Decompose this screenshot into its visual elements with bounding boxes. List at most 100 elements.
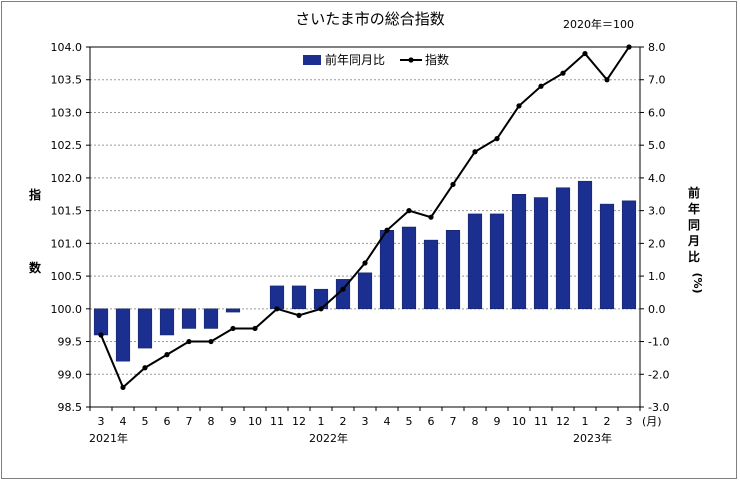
bar bbox=[203, 308, 219, 329]
bar bbox=[269, 285, 285, 310]
y-left-tick-label: 100.0 bbox=[51, 303, 83, 316]
y-left-tick-label: 98.5 bbox=[58, 401, 83, 414]
y-left-tick-label: 102.5 bbox=[51, 139, 83, 152]
x-tick-label: 9 bbox=[230, 415, 237, 428]
index-point bbox=[626, 44, 632, 50]
x-tick-label: 3 bbox=[98, 415, 105, 428]
y-right-tick-label: 2.0 bbox=[648, 237, 666, 250]
x-tick-label: 12 bbox=[556, 415, 570, 428]
index-point bbox=[582, 50, 588, 57]
y-right-tick-label: 7.0 bbox=[648, 74, 666, 87]
index-point bbox=[142, 365, 148, 371]
index-point bbox=[252, 325, 258, 332]
y-right-tick-label: 4.0 bbox=[648, 172, 666, 185]
index-point bbox=[186, 338, 192, 345]
index-point bbox=[516, 103, 522, 109]
y-left-tick-label: 101.5 bbox=[51, 205, 83, 218]
x-tick-label: 2 bbox=[604, 415, 611, 428]
index-point bbox=[318, 306, 324, 312]
index-point bbox=[450, 181, 456, 188]
legend-bar-swatch bbox=[303, 55, 321, 65]
x-tick-label: 10 bbox=[512, 415, 526, 428]
x-tick-label: 3 bbox=[626, 415, 633, 428]
legend-line-marker bbox=[408, 57, 414, 63]
x-tick-label: 9 bbox=[494, 415, 501, 428]
index-point bbox=[384, 227, 390, 233]
bar bbox=[115, 308, 131, 362]
y-left-tick-label: 99.5 bbox=[58, 336, 83, 349]
bar bbox=[555, 187, 571, 310]
index-point bbox=[98, 332, 104, 338]
y-right-tick-label: 1.0 bbox=[648, 270, 666, 283]
y-left-title: 指 bbox=[29, 187, 41, 202]
bar bbox=[445, 230, 461, 310]
bar bbox=[533, 197, 549, 310]
bar bbox=[621, 200, 637, 310]
y-left-tick-label: 102.0 bbox=[51, 172, 83, 185]
index-point bbox=[340, 286, 346, 292]
bar bbox=[357, 272, 373, 310]
y-right-title: 月 bbox=[687, 234, 700, 248]
y-right-tick-label: 3.0 bbox=[648, 205, 666, 218]
bar bbox=[401, 226, 417, 310]
y-right-tick-label: 0.0 bbox=[648, 303, 666, 316]
bar bbox=[379, 230, 395, 310]
chart-title: さいたま市の総合指数 bbox=[295, 10, 445, 28]
year-label: 2023年 bbox=[573, 431, 612, 445]
index-point bbox=[604, 77, 610, 83]
x-tick-label: 11 bbox=[270, 415, 284, 428]
y-left-title: 数 bbox=[29, 260, 42, 275]
bar bbox=[423, 239, 439, 310]
plot-border bbox=[89, 46, 641, 408]
bar bbox=[225, 308, 241, 313]
x-tick-label: 8 bbox=[208, 415, 215, 428]
y-left-tick-label: 104.0 bbox=[51, 41, 83, 54]
y-right-title: 比 bbox=[688, 249, 700, 264]
index-point bbox=[428, 214, 434, 220]
x-tick-label: 11 bbox=[534, 415, 548, 428]
index-point bbox=[472, 149, 478, 155]
x-tick-label: 1 bbox=[318, 415, 325, 428]
x-unit-label: (月) bbox=[642, 415, 662, 428]
y-left-tick-label: 103.0 bbox=[51, 106, 83, 119]
index-point bbox=[208, 338, 214, 345]
bar bbox=[159, 308, 175, 336]
bar bbox=[181, 308, 197, 329]
index-point bbox=[494, 136, 500, 142]
index-point bbox=[538, 83, 544, 89]
x-tick-label: 7 bbox=[186, 415, 193, 428]
x-tick-label: 6 bbox=[164, 415, 171, 428]
legend-bar-label: 前年同月比 bbox=[325, 52, 385, 67]
bar bbox=[467, 213, 483, 310]
x-tick-label: 5 bbox=[142, 415, 149, 428]
bar bbox=[511, 194, 527, 310]
year-label: 2022年 bbox=[309, 431, 348, 445]
y-left-tick-label: 103.5 bbox=[51, 74, 83, 87]
legend-line-label: 指数 bbox=[425, 52, 449, 67]
y-right-tick-label: -3.0 bbox=[648, 401, 669, 414]
y-right-title: 前 bbox=[688, 185, 700, 200]
x-tick-label: 7 bbox=[450, 415, 457, 428]
y-right-title: 年 bbox=[688, 201, 700, 216]
y-right-tick-label: 8.0 bbox=[648, 41, 666, 54]
x-tick-label: 3 bbox=[362, 415, 369, 428]
index-point bbox=[164, 352, 170, 358]
y-left-tick-label: 101.0 bbox=[51, 237, 83, 250]
y-right-tick-label: -1.0 bbox=[648, 336, 669, 349]
x-tick-label: 4 bbox=[120, 415, 127, 428]
index-point bbox=[296, 312, 302, 318]
index-point bbox=[406, 208, 412, 214]
index-point bbox=[560, 70, 566, 76]
x-tick-label: 1 bbox=[582, 415, 589, 428]
y-left-tick-label: 99.0 bbox=[58, 368, 83, 381]
x-tick-label: 12 bbox=[292, 415, 306, 428]
y-right-title: (%) bbox=[691, 272, 704, 293]
y-left-tick-label: 100.5 bbox=[51, 270, 83, 283]
bar bbox=[137, 308, 153, 349]
index-point bbox=[274, 306, 280, 312]
y-right-tick-label: -2.0 bbox=[648, 368, 669, 381]
index-point bbox=[120, 384, 126, 390]
x-tick-label: 5 bbox=[406, 415, 413, 428]
